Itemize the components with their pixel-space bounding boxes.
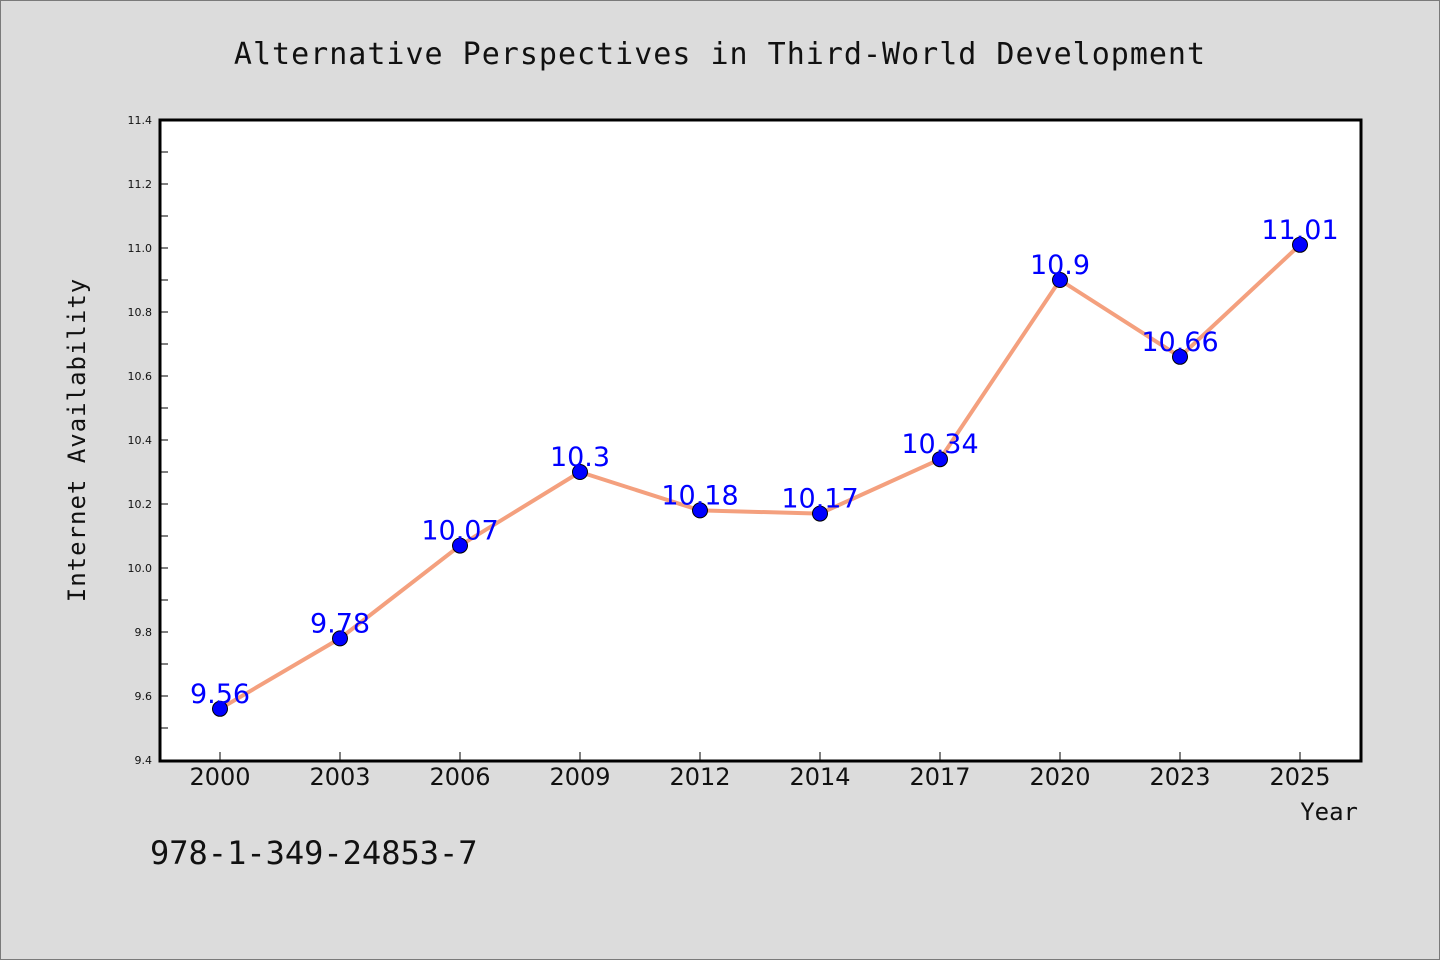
data-labels: 9.56 9.78 10.07 10.3 10.18 10.17 10.34 10.9 10.6… bbox=[190, 215, 1339, 710]
data-point bbox=[572, 464, 588, 480]
data-label: 10.18 bbox=[661, 480, 738, 511]
data-label: 10.9 bbox=[1030, 250, 1090, 281]
y-axis-label: Internet Availability bbox=[63, 278, 91, 602]
y-tick-label: 10.8 bbox=[128, 306, 153, 319]
data-label: 10.17 bbox=[781, 484, 858, 515]
y-tick-label: 10.4 bbox=[128, 434, 153, 447]
y-tick-label: 10.0 bbox=[128, 562, 153, 575]
data-label: 10.34 bbox=[901, 429, 978, 460]
x-tick-label: 2009 bbox=[549, 763, 610, 791]
data-point bbox=[1172, 348, 1188, 365]
data-point bbox=[332, 630, 348, 647]
data-label: 11.01 bbox=[1261, 215, 1338, 246]
data-label: 10.3 bbox=[550, 442, 610, 473]
data-point bbox=[1052, 272, 1068, 288]
data-points bbox=[212, 236, 1308, 717]
y-tick-label: 9.4 bbox=[135, 754, 153, 767]
data-point bbox=[692, 502, 708, 519]
data-label: 10.07 bbox=[421, 516, 498, 547]
series-line bbox=[218, 243, 1302, 711]
y-tick-label: 9.8 bbox=[135, 626, 153, 639]
x-axis: 2000 2003 2006 2009 2012 2014 2017 2020 2023 2025 bbox=[189, 752, 1331, 791]
y-tick-label: 10.6 bbox=[128, 370, 153, 383]
y-tick-label: 10.2 bbox=[128, 498, 153, 511]
x-tick-label: 2017 bbox=[909, 763, 970, 791]
isbn-text: 978-1-349-24853-7 bbox=[150, 834, 478, 872]
x-tick-label: 2025 bbox=[1269, 763, 1330, 791]
data-label: 9.78 bbox=[310, 608, 370, 639]
data-point bbox=[1292, 236, 1308, 253]
x-axis-label: Year bbox=[1300, 798, 1358, 826]
x-tick-label: 2000 bbox=[189, 763, 250, 791]
x-tick-label: 2006 bbox=[429, 763, 490, 791]
x-tick-label: 2012 bbox=[669, 763, 730, 791]
y-tick-label: 11.2 bbox=[128, 178, 153, 191]
plot-area bbox=[158, 118, 1363, 763]
data-point bbox=[212, 700, 228, 717]
data-point bbox=[452, 537, 468, 554]
y-tick-label: 9.6 bbox=[135, 690, 153, 703]
y-axis: 9.4 9.6 9.8 10.0 10.2 10.4 10.6 10.8 11.0 11.2 11.… bbox=[128, 114, 168, 767]
x-tick-label: 2023 bbox=[1149, 763, 1210, 791]
data-label: 10.66 bbox=[1141, 327, 1218, 358]
x-tick-label: 2003 bbox=[309, 763, 370, 791]
y-tick-label: 11.4 bbox=[128, 114, 153, 127]
data-label: 9.56 bbox=[190, 679, 250, 710]
y-tick-label: 11.0 bbox=[128, 242, 153, 255]
data-point bbox=[932, 451, 948, 468]
x-tick-label: 2014 bbox=[789, 763, 850, 791]
chart-title: Alternative Perspectives in Third-World … bbox=[234, 37, 1206, 72]
data-point bbox=[812, 505, 828, 522]
x-tick-label: 2020 bbox=[1029, 763, 1090, 791]
